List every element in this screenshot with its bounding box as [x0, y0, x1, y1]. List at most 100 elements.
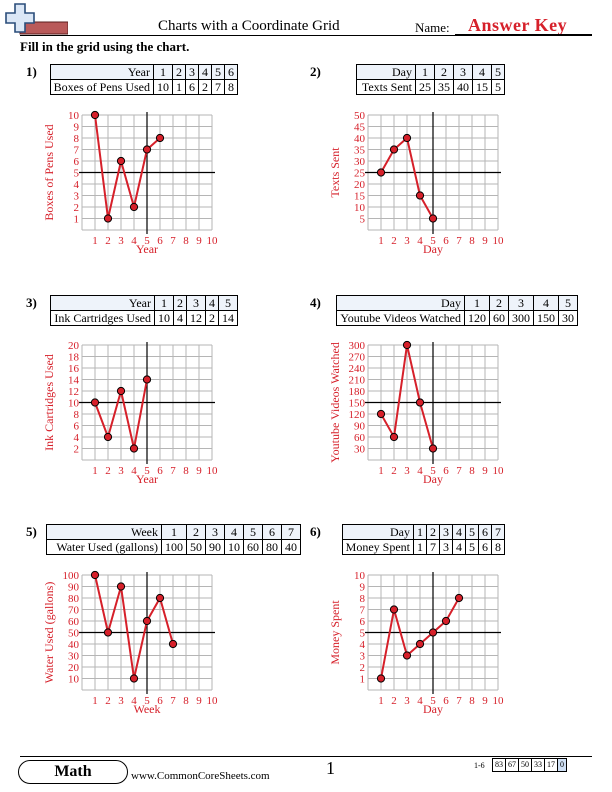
y-axis-title: Money Spent [328, 600, 342, 665]
data-point [376, 168, 386, 177]
header-divider [20, 35, 592, 36]
table-cell: 10 [153, 79, 173, 95]
data-point [142, 375, 152, 384]
table-cell: 12 [186, 310, 206, 326]
x-tick-label: 7 [170, 465, 176, 477]
data-point [376, 409, 386, 419]
table-cell: 5 [465, 524, 479, 540]
table-cell: 5 [211, 64, 225, 80]
x-tick-label: 10 [207, 465, 219, 477]
table-cell: 6 [185, 79, 199, 95]
y-tick-label: 120 [349, 409, 366, 421]
table-header-x: Day [336, 295, 465, 311]
footer-divider [20, 756, 592, 757]
table-cell: 10 [154, 310, 174, 326]
table-row: Week 1 2 3 4 5 6 7 [46, 524, 301, 540]
x-tick-label: 4 [131, 695, 137, 707]
y-tick-label: 1 [74, 214, 80, 226]
x-tick-label: 1 [378, 465, 384, 477]
table-cell: 10 [224, 539, 244, 555]
answer-key-label: Answer Key [468, 15, 568, 35]
y-tick-label: 4 [74, 432, 80, 444]
y-tick-label: 8 [360, 593, 366, 605]
y-tick-label: 100 [63, 570, 80, 582]
data-point [454, 593, 464, 603]
score-cell: 0 [557, 758, 567, 772]
y-tick-label: 4 [360, 639, 366, 651]
y-tick-label: 90 [68, 582, 80, 594]
y-tick-label: 1 [360, 674, 366, 686]
table-cell: 3 [205, 524, 225, 540]
table-cell: 4 [173, 310, 187, 326]
y-tick-label: 45 [354, 122, 366, 134]
y-axis-title: Ink Cartridges Used [42, 354, 56, 451]
data-point [389, 145, 399, 154]
table-row: Texts Sent 25 35 40 15 5 [356, 79, 505, 95]
score-cell: 67 [505, 758, 519, 772]
x-tick-label: 3 [118, 235, 124, 247]
x-tick-label: 5 [144, 235, 150, 247]
table-cell: 1 [464, 295, 490, 311]
y-tick-label: 30 [354, 444, 366, 456]
x-tick-label: 6 [443, 235, 449, 247]
table-cell: 40 [281, 539, 301, 555]
series-line [94, 114, 161, 219]
problem-number: 5) [26, 524, 37, 539]
table-cell: 6 [262, 524, 282, 540]
y-tick-label: 3 [360, 651, 366, 663]
table-row: Water Used (gallons) 100 50 90 10 60 80 … [46, 539, 301, 555]
table-cell: 300 [508, 310, 534, 326]
x-tick-label: 10 [493, 465, 505, 477]
y-tick-label: 40 [68, 639, 80, 651]
score-range-label: 1-6 [474, 761, 485, 770]
y-axis-title: Water Used (gallons) [42, 582, 56, 684]
x-tick-label: 8 [469, 465, 475, 477]
table-cell: 5 [491, 79, 505, 95]
table-row: Day 1 2 3 4 5 6 7 [341, 524, 505, 540]
y-tick-label: 5 [74, 168, 80, 180]
table-cell: 4 [205, 295, 219, 311]
y-tick-label: 18 [68, 352, 80, 364]
x-tick-label: 2 [105, 235, 111, 247]
x-tick-label: 9 [482, 235, 488, 247]
table-cell: 2 [434, 64, 454, 80]
table-row: Ink Cartridges Used 10 4 12 2 14 [50, 310, 238, 326]
x-tick-label: 7 [456, 235, 462, 247]
x-tick-label: 2 [105, 695, 111, 707]
table-cell: 1 [415, 64, 435, 80]
subject-badge: Math [18, 760, 128, 784]
data-point [415, 398, 425, 407]
y-tick-label: 5 [360, 628, 366, 640]
table-row: Money Spent 1 7 3 4 5 6 8 [341, 539, 505, 555]
table-row: Year 1 2 3 4 5 6 [49, 64, 238, 80]
table-cell: 15 [472, 79, 492, 95]
x-tick-label: 5 [430, 465, 436, 477]
table-row: Day 1 2 3 4 5 [356, 64, 505, 80]
x-tick-label: 7 [456, 695, 462, 707]
problem-number: 6) [310, 524, 321, 539]
x-tick-label: 4 [131, 465, 137, 477]
y-tick-label: 2 [74, 202, 80, 214]
y-tick-label: 10 [68, 674, 80, 686]
y-tick-label: 4 [74, 179, 80, 191]
y-tick-label: 15 [354, 191, 366, 203]
table-cell: 1 [413, 524, 427, 540]
x-tick-label: 10 [207, 695, 219, 707]
y-tick-label: 10 [68, 110, 80, 122]
y-tick-label: 2 [360, 662, 366, 674]
table-cell: 80 [262, 539, 282, 555]
data-point [129, 202, 139, 212]
y-tick-label: 8 [74, 409, 80, 421]
instructions: Fill in the grid using the chart. [20, 39, 190, 54]
x-tick-label: 1 [92, 235, 98, 247]
table-header-x: Year [49, 64, 155, 80]
data-point [155, 593, 165, 603]
data-point [142, 145, 152, 154]
y-tick-label: 7 [74, 145, 80, 157]
table-cell: 2 [173, 295, 187, 311]
x-tick-label: 5 [144, 695, 150, 707]
x-tick-label: 3 [404, 465, 410, 477]
y-tick-label: 10 [354, 202, 366, 214]
